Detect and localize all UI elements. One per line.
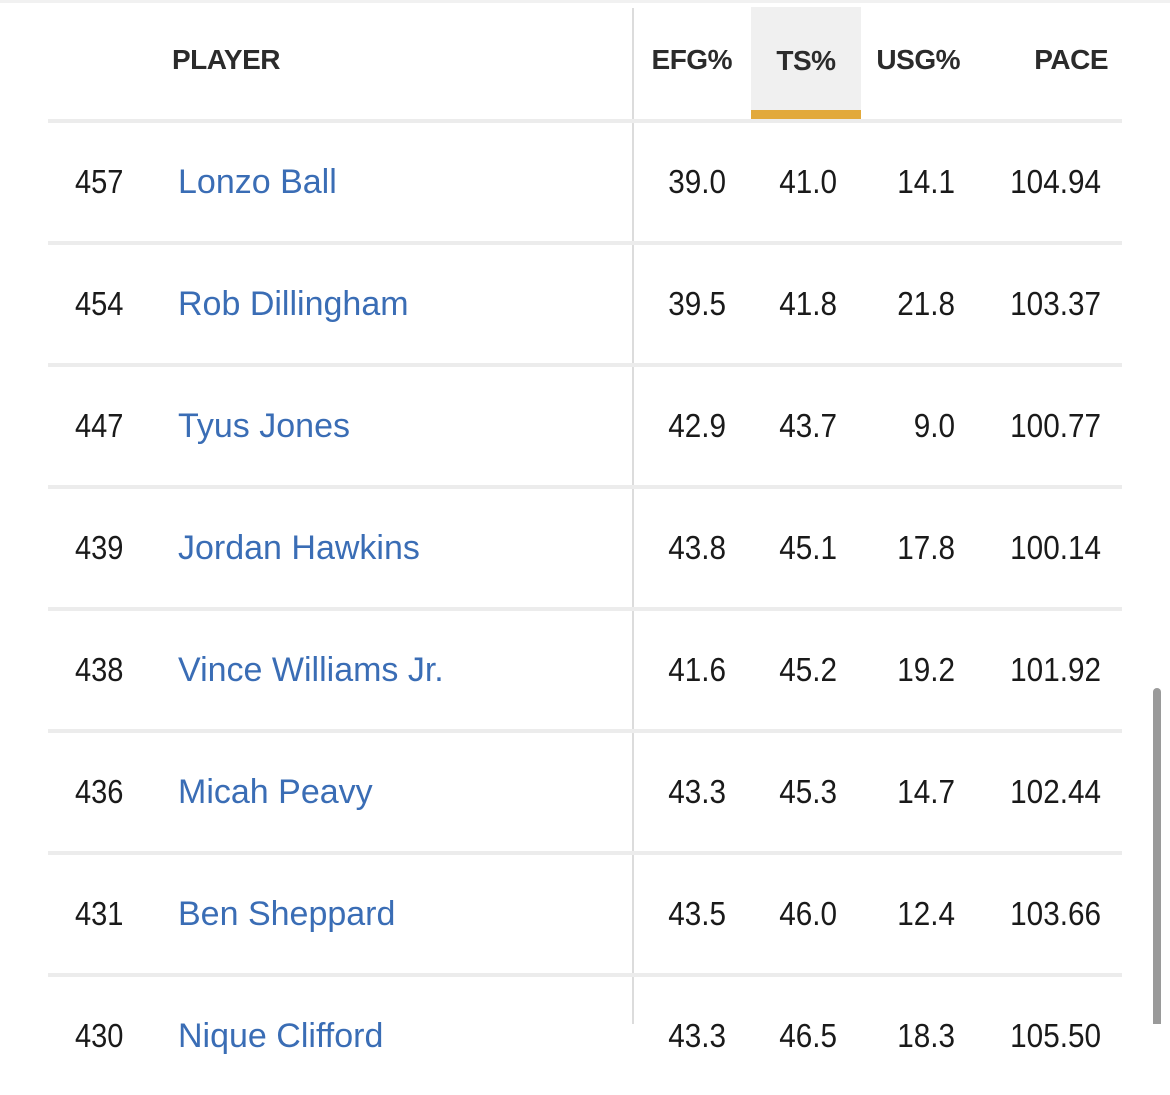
player-link[interactable]: Lonzo Ball	[178, 162, 337, 201]
efg-value: 39.0	[668, 163, 726, 200]
efg-value: 42.9	[668, 407, 726, 444]
ts-value: 41.8	[779, 285, 837, 322]
efg-value: 43.5	[668, 895, 726, 932]
row-divider	[48, 729, 1122, 733]
usg-value: 19.2	[897, 651, 955, 688]
usg-value: 17.8	[897, 529, 955, 566]
ts-value: 46.5	[779, 1017, 837, 1054]
table-row: 454 Rob Dillingham 39.5 41.8 21.8 103.37	[0, 245, 1170, 363]
usg-value: 14.7	[897, 773, 955, 810]
row-divider	[48, 241, 1122, 245]
usg-value: 14.1	[897, 163, 955, 200]
efg-value: 43.3	[668, 1017, 726, 1054]
pace-value: 101.92	[1010, 651, 1101, 688]
rank: 439	[75, 529, 124, 566]
player-link[interactable]: Nique Clifford	[178, 1016, 384, 1055]
table-row: 436 Micah Peavy 43.3 45.3 14.7 102.44	[0, 733, 1170, 851]
pace-value: 102.44	[1010, 773, 1101, 810]
sort-indicator	[751, 110, 861, 120]
usg-value: 21.8	[897, 285, 955, 322]
header-player[interactable]: PLAYER	[172, 44, 281, 75]
rank: 454	[75, 285, 124, 322]
efg-value: 43.8	[668, 529, 726, 566]
table-row: 439 Jordan Hawkins 43.8 45.1 17.8 100.14	[0, 489, 1170, 607]
pace-value: 104.94	[1010, 163, 1101, 200]
ts-value: 46.0	[779, 895, 837, 932]
row-divider	[48, 607, 1122, 611]
efg-value: 43.3	[668, 773, 726, 810]
rank: 457	[75, 163, 124, 200]
row-divider	[48, 851, 1122, 855]
pace-value: 100.14	[1010, 529, 1101, 566]
stats-table: PLAYER EFG% TS% USG% PACE 457 Lonzo Ball…	[0, 7, 1170, 1055]
usg-value: 18.3	[897, 1017, 955, 1054]
player-link[interactable]: Jordan Hawkins	[178, 528, 420, 567]
ts-value: 43.7	[779, 407, 837, 444]
row-divider	[48, 119, 1122, 123]
ts-value: 45.3	[779, 773, 837, 810]
top-border	[0, 0, 1170, 3]
rank: 436	[75, 773, 124, 810]
ts-value: 45.2	[779, 651, 837, 688]
ts-value: 45.1	[779, 529, 837, 566]
table-row-partial: 430 Nique Clifford 43.3 46.5 18.3 105.50	[0, 977, 1170, 1095]
player-link[interactable]: Rob Dillingham	[178, 284, 409, 323]
pace-value: 103.37	[1010, 285, 1101, 322]
player-link[interactable]: Tyus Jones	[178, 406, 350, 445]
rank: 430	[75, 1017, 124, 1054]
column-divider	[632, 8, 634, 1024]
pace-value: 105.50	[1010, 1017, 1101, 1054]
rank: 438	[75, 651, 124, 688]
header-efg[interactable]: EFG%	[651, 44, 733, 75]
header-ts-sorted[interactable]: TS%	[751, 7, 861, 120]
player-link[interactable]: Vince Williams Jr.	[178, 650, 444, 689]
rank: 431	[75, 895, 124, 932]
table-row: 438 Vince Williams Jr. 41.6 45.2 19.2 10…	[0, 611, 1170, 729]
efg-value: 39.5	[668, 285, 726, 322]
header-usg[interactable]: USG%	[876, 44, 960, 75]
table-row: 457 Lonzo Ball 39.0 41.0 14.1 104.94	[0, 123, 1170, 241]
table-row: 431 Ben Sheppard 43.5 46.0 12.4 103.66	[0, 855, 1170, 973]
ts-value: 41.0	[779, 163, 837, 200]
usg-value: 12.4	[897, 895, 955, 932]
usg-value: 9.0	[913, 407, 955, 444]
row-divider	[48, 485, 1122, 489]
rank: 447	[75, 407, 124, 444]
row-divider	[48, 973, 1122, 977]
row-divider	[48, 363, 1122, 367]
player-link[interactable]: Micah Peavy	[178, 772, 373, 811]
header-pace[interactable]: PACE	[1034, 44, 1108, 75]
pace-value: 103.66	[1010, 895, 1101, 932]
pace-value: 100.77	[1010, 407, 1101, 444]
efg-value: 41.6	[668, 651, 726, 688]
vertical-scrollbar[interactable]	[1153, 688, 1161, 1024]
table-row: 447 Tyus Jones 42.9 43.7 9.0 100.77	[0, 367, 1170, 485]
player-link[interactable]: Ben Sheppard	[178, 894, 396, 933]
